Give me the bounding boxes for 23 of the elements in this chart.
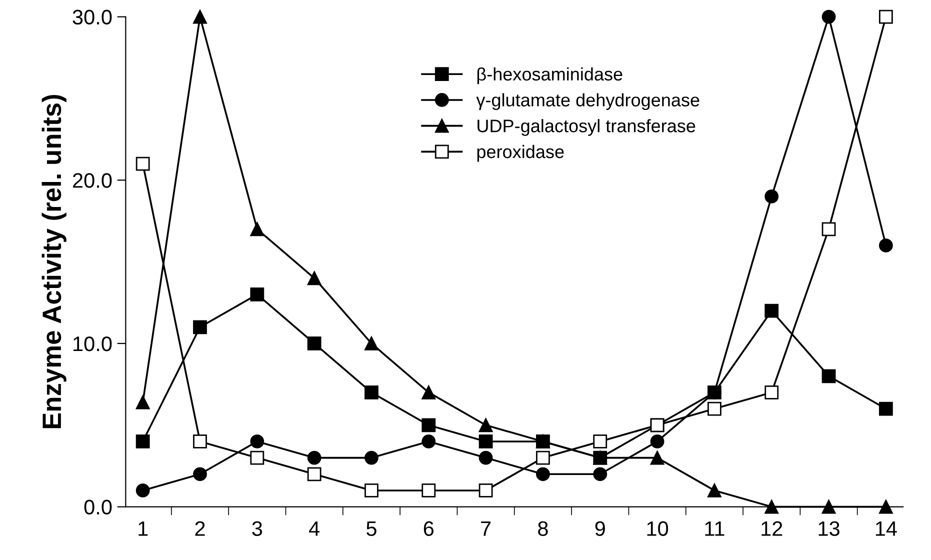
x-tick-label: 14 [876, 521, 897, 536]
x-tick-label: 8 [538, 521, 548, 536]
x-tick-label: 6 [424, 521, 434, 536]
x-tick-label: 1 [138, 521, 148, 536]
legend-label: γ-glutamate dehydrogenase [476, 93, 700, 110]
legend-label: β-hexosaminidase [477, 67, 622, 84]
legend-label: peroxidase [477, 144, 564, 162]
y-tick-label: 0.0 [84, 500, 112, 515]
x-tick-label: 5 [366, 521, 376, 536]
y-tick-label: 20.0 [72, 173, 112, 188]
x-tick-label: 11 [705, 521, 724, 536]
legend-label: UDP-galactosyl transferase [478, 119, 696, 136]
y-axis-title: Enzyme Activity (rel. units) [42, 94, 66, 428]
x-tick-label: 4 [309, 521, 320, 536]
x-tick-label: 7 [481, 521, 491, 536]
y-tick-label: 30.0 [72, 10, 112, 25]
x-tick-label: 13 [818, 521, 840, 536]
x-tick-label: 3 [252, 521, 262, 536]
x-tick-label: 2 [195, 521, 205, 536]
x-tick-label: 9 [595, 521, 605, 536]
y-tick-label: 10.0 [74, 336, 112, 352]
x-tick-label: 10 [647, 521, 668, 536]
x-tick-label: 12 [762, 521, 782, 536]
